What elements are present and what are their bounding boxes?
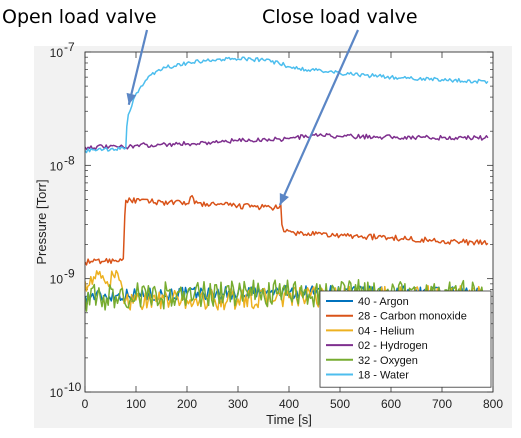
x-tick-label: 800 xyxy=(483,397,503,411)
x-tick-label: 100 xyxy=(126,397,146,411)
plot-border xyxy=(84,51,494,393)
x-tick-label: 200 xyxy=(177,397,197,411)
y-tick-label-exponent: -8 xyxy=(64,153,75,167)
arrow-close-load-valve-head xyxy=(279,192,289,206)
legend-entry: 40 - Argon xyxy=(358,296,409,308)
y-tick-label-exponent: -10 xyxy=(64,380,82,394)
arrow-open-load-valve-shaft xyxy=(127,29,149,106)
y-tick-label: 10 xyxy=(50,273,64,287)
x-tick-label: 600 xyxy=(381,397,401,411)
x-tick-label: 400 xyxy=(279,397,299,411)
y-tick-label: 10 xyxy=(50,159,64,173)
series-line-18-water xyxy=(85,56,489,154)
x-axis-label: Time [s] xyxy=(266,412,312,427)
legend-entry: 32 - Oxygen xyxy=(358,355,418,367)
y-tick-label-exponent: -7 xyxy=(64,40,75,54)
x-tick-label: 700 xyxy=(432,397,452,411)
series-line-28-carbon-monoxide xyxy=(85,194,489,266)
y-tick-label-exponent: -9 xyxy=(64,267,75,281)
annotation-close-load-valve: Close load valve xyxy=(262,6,418,28)
series-line-02-hydrogen xyxy=(85,132,489,151)
annotation-open-load-valve: Open load valve xyxy=(2,6,157,28)
legend-entry: 02 - Hydrogen xyxy=(358,340,428,352)
legend-entry: 04 - Helium xyxy=(358,325,414,337)
x-tick-label: 300 xyxy=(228,397,248,411)
legend-box xyxy=(319,290,492,388)
arrow-open-load-valve-head xyxy=(126,92,137,105)
y-tick-label: 10 xyxy=(50,386,64,400)
x-tick-label: 500 xyxy=(330,397,350,411)
legend-entry: 18 - Water xyxy=(358,370,409,382)
legend-entry: 28 - Carbon monoxide xyxy=(358,311,467,323)
y-tick-label: 10 xyxy=(50,46,64,60)
x-tick-label: 0 xyxy=(82,397,89,411)
arrow-close-load-valve-shaft xyxy=(278,29,360,206)
y-axis-label: Pressure [Torr] xyxy=(34,179,49,264)
